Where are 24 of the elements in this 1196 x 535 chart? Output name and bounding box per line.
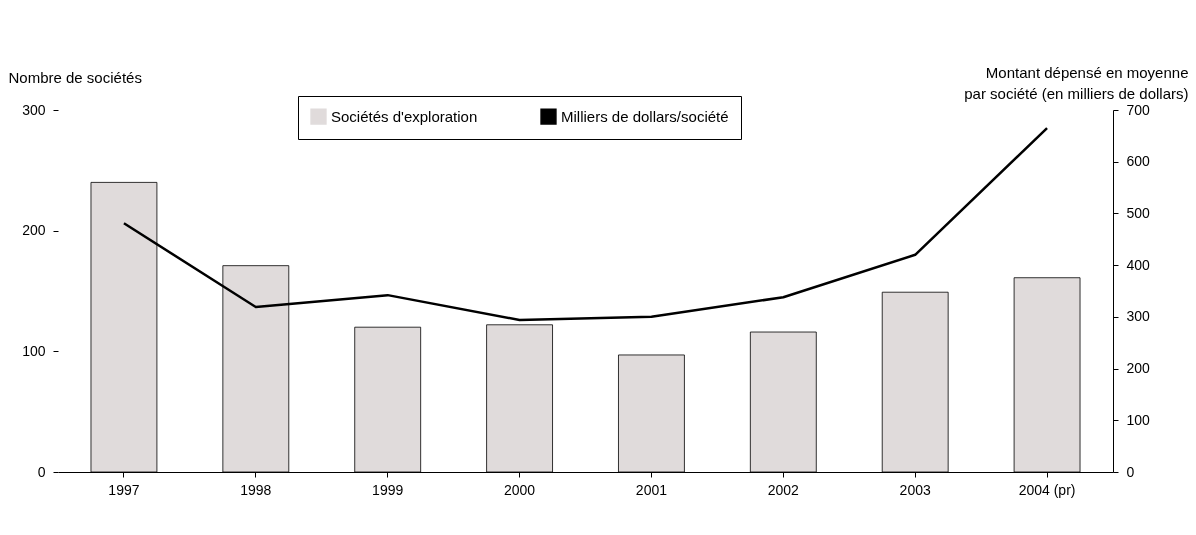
x-tick-label: 2004 (pr)	[1018, 481, 1076, 498]
y-axis-title: Nombre de sociétés	[8, 68, 142, 86]
y2-tick-label: 700	[1126, 101, 1151, 118]
legend-label: Sociétés d'exploration	[331, 107, 478, 125]
y-tick-label: 100	[22, 342, 46, 359]
y-tick-label: 300	[22, 101, 46, 118]
y2-tick-label: 200	[1126, 360, 1151, 377]
y2-tick-label: 600	[1126, 153, 1151, 170]
y-tick-label: 0	[37, 463, 46, 480]
y2-axis-title: Montant dépensé en moyenne par société (en milliers de dollars)	[964, 63, 1189, 102]
x-tick-label: 2001	[635, 481, 668, 498]
y-tick-label: 200	[22, 222, 46, 239]
y2-tick-label: 500	[1126, 204, 1151, 221]
x-tick-label: 1999	[372, 481, 404, 498]
x-tick-label: 1998	[240, 481, 272, 498]
x-tick-label: 2002	[767, 481, 800, 498]
x-tick-label: 2000	[503, 481, 536, 498]
y2-tick-label: 300	[1126, 308, 1151, 325]
x-tick-label: 1997	[108, 481, 140, 498]
x-tick-label: 2003	[899, 481, 931, 498]
y2-tick-label: 400	[1126, 256, 1151, 273]
y2-tick-label: 100	[1126, 411, 1151, 428]
legend-label: Milliers de dollars/société	[561, 107, 729, 125]
y2-tick-label: 0	[1126, 463, 1135, 480]
